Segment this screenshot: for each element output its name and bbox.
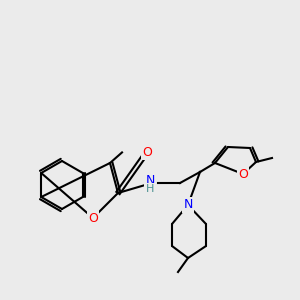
Text: N: N — [145, 175, 155, 188]
Text: O: O — [88, 212, 98, 224]
Text: O: O — [238, 167, 248, 181]
Text: N: N — [183, 199, 193, 212]
Text: H: H — [146, 184, 154, 194]
Text: O: O — [142, 146, 152, 158]
